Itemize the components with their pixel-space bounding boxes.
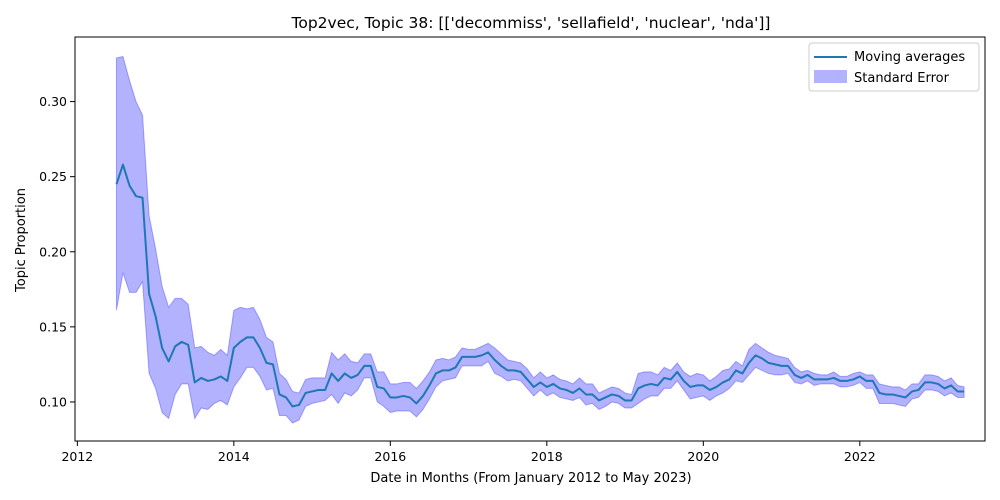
plot-area <box>115 55 965 424</box>
x-tick-label: 2022 <box>844 449 876 464</box>
standard-error-band <box>115 55 965 424</box>
moving-average-line <box>115 163 965 408</box>
y-tick-label: 0.20 <box>39 244 67 259</box>
x-tick-label: 2016 <box>374 449 406 464</box>
y-tick-label: 0.15 <box>39 319 67 334</box>
y-axis: 0.10 0.15 0.20 0.25 0.30 <box>39 94 75 409</box>
legend-box <box>808 42 980 92</box>
legend-label-standard-error: Standard Error <box>854 71 950 86</box>
legend: Moving averages Standard Error <box>808 42 980 92</box>
x-axis: 2012 2014 2016 2018 2020 2022 <box>61 441 876 464</box>
y-tick-label: 0.25 <box>39 169 67 184</box>
x-axis-label: Date in Months (From January 2012 to May… <box>370 471 691 486</box>
legend-band-swatch <box>814 70 847 83</box>
y-tick-label: 0.30 <box>39 94 67 109</box>
y-axis-label: Topic Proportion <box>14 188 29 293</box>
legend-label-moving-averages: Moving averages <box>854 50 965 65</box>
chart-title: Top2vec, Topic 38: [['decommiss', 'sella… <box>291 14 771 32</box>
x-tick-label: 2018 <box>531 449 563 464</box>
x-tick-label: 2014 <box>218 449 250 464</box>
y-tick-label: 0.10 <box>39 394 67 409</box>
x-tick-label: 2020 <box>687 449 719 464</box>
plot-frame <box>74 36 986 442</box>
x-tick-label: 2012 <box>61 449 93 464</box>
